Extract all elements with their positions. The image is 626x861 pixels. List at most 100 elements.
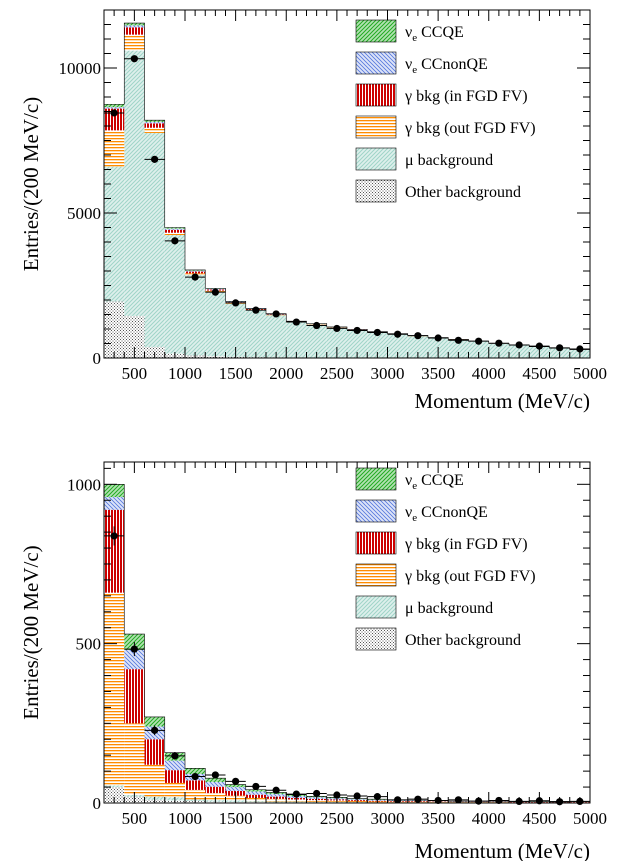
- data-point: [151, 155, 159, 163]
- bar-segment: [205, 781, 226, 787]
- y-tick-label: 0: [93, 349, 102, 368]
- legend-swatch: [355, 179, 397, 203]
- bar-segment: [245, 794, 266, 798]
- bar-segment: [144, 121, 165, 124]
- bar-segment: [185, 274, 206, 356]
- bar-segment: [124, 723, 145, 796]
- x-tick-label: 2500: [320, 364, 354, 383]
- data-point: [232, 777, 240, 785]
- bar-segment: [124, 669, 145, 724]
- bar-segment: [326, 327, 347, 358]
- x-axis-label: Momentum (MeV/c): [414, 389, 590, 413]
- x-tick-label: 1000: [168, 809, 202, 828]
- bar-segment: [124, 27, 145, 35]
- y-axis: 0 500 1000 Entries/(200 MeV/c): [19, 467, 590, 813]
- bar-segment: [407, 336, 428, 358]
- x-tick-label: 2000: [269, 809, 303, 828]
- legend-label: γ bkg (out FGD FV): [404, 568, 536, 585]
- data-point: [110, 109, 118, 117]
- bar-segment: [185, 780, 206, 790]
- bar-segment: [104, 785, 125, 788]
- bottom-chart: 500 1000 1500 2000 2500 3000 3500 4000 4500 5000M…: [19, 461, 607, 861]
- bar-segment: [124, 50, 145, 316]
- data-point: [313, 789, 321, 798]
- data-points: [104, 55, 590, 353]
- bar-segment: [164, 770, 185, 783]
- bar-segment: [509, 345, 530, 358]
- x-axis: 500 1000 1500 2000 2500 3000 3500 4000 4500 5000 M…: [113, 10, 607, 413]
- bar-segment: [448, 339, 469, 358]
- bar-segment: [225, 303, 246, 357]
- x-tick-label: 2500: [320, 809, 354, 828]
- bar-segment: [468, 341, 489, 358]
- data-point: [211, 288, 219, 296]
- legend-swatch: [355, 115, 397, 139]
- bar-segment: [286, 322, 307, 358]
- y-tick-label: 10000: [59, 59, 102, 78]
- bar-segment: [144, 132, 165, 347]
- legend-label: νe CCQE: [405, 472, 464, 492]
- legend-label: νe CCnonQE: [405, 504, 488, 524]
- bar-segment: [225, 784, 246, 788]
- data-point: [454, 336, 462, 344]
- data-point: [292, 318, 300, 326]
- bar-segment: [124, 34, 145, 51]
- x-axis-label: Momentum (MeV/c): [414, 839, 590, 861]
- bar-segment: [104, 484, 125, 498]
- data-point: [576, 345, 584, 353]
- x-tick-label: 2000: [269, 364, 303, 383]
- data-point: [394, 330, 402, 338]
- bar-segment: [104, 301, 125, 358]
- bar-segment: [245, 789, 266, 792]
- legend-swatch: [355, 563, 397, 587]
- bar-segment: [104, 787, 125, 803]
- legend-swatch: [355, 51, 397, 75]
- data-point: [252, 782, 260, 791]
- legend-label: νe CCQE: [405, 24, 464, 44]
- x-tick-label: 1500: [219, 364, 253, 383]
- x-tick-label: 500: [122, 364, 148, 383]
- data-point: [556, 344, 564, 352]
- bar-segment: [205, 786, 226, 794]
- bar-segment: [124, 25, 145, 28]
- legend-swatch: [355, 467, 397, 491]
- bar-segment: [124, 315, 145, 358]
- legend-swatch: [355, 147, 397, 171]
- bar-segment: [225, 787, 246, 791]
- bar-segment: [104, 509, 125, 593]
- data-point: [272, 786, 280, 794]
- x-tick-label: 5000: [573, 364, 607, 383]
- bar-segment: [266, 794, 287, 797]
- x-tick-label: 3500: [421, 364, 455, 383]
- legend: νe CCQE νe CCnonQE γ bkg (in FGD FV) γ bkg …: [355, 19, 536, 203]
- data-point: [353, 792, 361, 800]
- data-point: [252, 306, 260, 314]
- bar-segment: [347, 329, 368, 358]
- bar-segment: [185, 789, 206, 800]
- bar-segment: [245, 310, 266, 358]
- bar-segment: [144, 716, 165, 727]
- legend-label: γ bkg (in FGD FV): [404, 536, 528, 553]
- data-point: [171, 752, 179, 760]
- bar-segment: [104, 497, 125, 510]
- data-point: [495, 339, 503, 347]
- legend-label: Other background: [405, 632, 521, 649]
- legend-swatch: [355, 499, 397, 523]
- data-point: [211, 771, 219, 779]
- bar-segment: [124, 23, 145, 26]
- x-tick-label: 3500: [421, 809, 455, 828]
- legend-swatch: [355, 83, 397, 107]
- bar-segment: [144, 764, 165, 797]
- x-tick-label: 1000: [168, 364, 202, 383]
- bar-segment: [164, 227, 185, 229]
- bar-segment: [164, 760, 185, 771]
- legend-swatch: [355, 595, 397, 619]
- data-point: [313, 321, 321, 330]
- bar-segment: [488, 343, 509, 358]
- data-point: [414, 332, 422, 340]
- data-point: [130, 645, 138, 653]
- y-axis-label: Entries/(200 MeV/c): [19, 97, 43, 271]
- legend-label: μ background: [405, 152, 493, 169]
- legend-label: γ bkg (out FGD FV): [404, 120, 536, 137]
